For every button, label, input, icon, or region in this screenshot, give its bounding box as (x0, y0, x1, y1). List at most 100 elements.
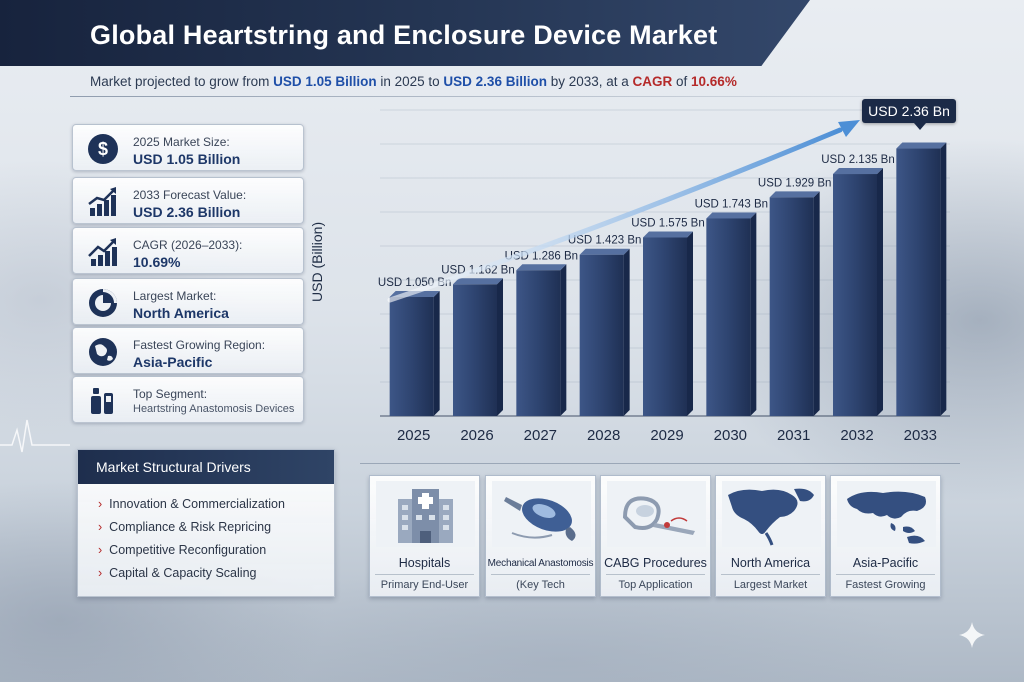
y-axis-title: USD (Billion) (309, 221, 325, 302)
stat-card-market-size: $ 2025 Market Size: USD 1.05 Billion (72, 124, 304, 171)
bar-side (497, 278, 503, 416)
bar-side (940, 142, 947, 417)
title-banner (0, 0, 810, 66)
ekg-line-icon (0, 419, 70, 453)
card-north-america: North America Largest Market (715, 475, 826, 597)
card-title: Asia-Pacific (852, 556, 919, 570)
bar-top (769, 191, 820, 198)
bar-2026 (453, 278, 503, 416)
bar-front (389, 297, 434, 416)
hospital-icon (376, 481, 475, 547)
bar-front (643, 237, 687, 416)
subtitle-cagr-label: CAGR (632, 74, 673, 89)
x-tick-label: 2026 (460, 427, 493, 444)
stat-label: 2025 Market Size: (133, 135, 230, 149)
bar-2025 (389, 291, 440, 416)
subtitle-cagr-value: 10.66% (691, 74, 737, 89)
bar-front (579, 254, 624, 416)
card-subtitle: Fastest Growing (845, 579, 926, 591)
stat-card-largest-market: Largest Market: North America (72, 278, 304, 325)
driver-item: › Capital & Capacity Scaling (98, 566, 256, 580)
driver-item: › Competitive Reconfiguration (98, 543, 266, 557)
stat-label: Fastest Growing Region: (133, 338, 266, 352)
stat-card-forecast: 2033 Forecast Value: USD 2.36 Billion (72, 177, 304, 224)
bar-top (516, 264, 567, 271)
card-subtitle: Top Application (618, 579, 693, 591)
divider (606, 574, 705, 575)
trend-chart-icon (88, 238, 117, 266)
stat-label: Largest Market: (133, 289, 217, 303)
stat-value: USD 2.36 Billion (133, 204, 241, 220)
card-mechanical-anastomosis: Mechanical Anastomosis (Key Tech (485, 475, 596, 597)
driver-label: Capital & Capacity Scaling (109, 566, 257, 580)
x-tick-label: 2030 (714, 427, 747, 444)
bar-top (453, 278, 503, 285)
stat-value: 10.69% (133, 254, 181, 270)
bar-front (706, 218, 751, 416)
bar-side (750, 212, 757, 416)
x-tick-label: 2029 (650, 427, 683, 444)
page-subtitle: Market projected to grow from USD 1.05 B… (90, 74, 737, 89)
pie-icon (89, 289, 117, 317)
driver-label: Innovation & Commercialization (109, 497, 285, 511)
bar-front (833, 174, 877, 416)
device-icon (91, 388, 113, 414)
bar-2030 (706, 212, 757, 416)
growth-chart-icon (88, 187, 116, 216)
globe-icon (89, 338, 117, 366)
drivers-header (78, 450, 334, 484)
arrow-icon: › (98, 543, 103, 557)
data-label: USD 1.575 Bn (631, 218, 705, 230)
divider (721, 574, 820, 575)
divider (491, 574, 590, 575)
asia-pacific-map-icon (837, 481, 936, 547)
drivers-title: Market Structural Drivers (96, 459, 251, 475)
bar-2033 (896, 142, 947, 417)
card-hospitals: Hospitals Primary End-User (369, 475, 480, 597)
surgical-tool-icon (607, 481, 706, 547)
stat-label: 2033 Forecast Value: (133, 188, 247, 202)
bar-front (516, 270, 561, 416)
stat-value: USD 1.05 Billion (133, 151, 241, 167)
bar-2028 (579, 248, 630, 416)
x-tick-labels: 2025 2026 2027 2028 2029 2030 2031 2032 2033 (397, 427, 937, 444)
surgical-device-icon (492, 481, 591, 547)
bar-front (896, 148, 941, 417)
growth-arrow (387, 127, 843, 303)
bar-top (833, 168, 883, 175)
stat-value: Asia-Pacific (133, 354, 213, 370)
sparkle-icon (959, 622, 985, 648)
card-subtitle: Primary End-User (380, 579, 469, 591)
stat-card-top-segment: Top Segment: Heartstring Anastomosis Dev… (72, 376, 304, 423)
bar-side (560, 264, 567, 416)
bar-side (687, 231, 693, 416)
bar-front (769, 197, 814, 416)
bar-front (453, 284, 497, 416)
divider (836, 574, 935, 575)
subtitle-text: of (672, 74, 692, 89)
bar-2027 (516, 264, 567, 416)
bar-side (877, 168, 883, 416)
page-title: Global Heartstring and Enclosure Device … (90, 20, 718, 50)
subtitle-text: Market projected to grow from (90, 74, 274, 89)
north-america-map-icon (722, 481, 821, 547)
drivers-panel: Market Structural Drivers › Innovation & … (77, 449, 335, 597)
x-tick-label: 2027 (524, 427, 557, 444)
bar-side (813, 191, 820, 416)
divider (360, 463, 960, 464)
divider (70, 96, 950, 97)
bars (389, 142, 947, 417)
stat-card-fastest-region: Fastest Growing Region: Asia-Pacific (72, 327, 304, 374)
arrow-icon: › (98, 497, 103, 511)
card-title: Mechanical Anastomosis (487, 558, 594, 569)
card-subtitle: Largest Market (733, 579, 808, 591)
stat-label: Top Segment: (133, 387, 208, 401)
bar-2032 (833, 168, 883, 416)
bar-top (579, 248, 630, 255)
dollar-icon: $ (88, 134, 118, 164)
driver-label: Compliance & Risk Repricing (109, 520, 272, 534)
card-title: North America (730, 556, 811, 570)
bar-top (896, 142, 947, 149)
arrow-icon: › (98, 566, 103, 580)
